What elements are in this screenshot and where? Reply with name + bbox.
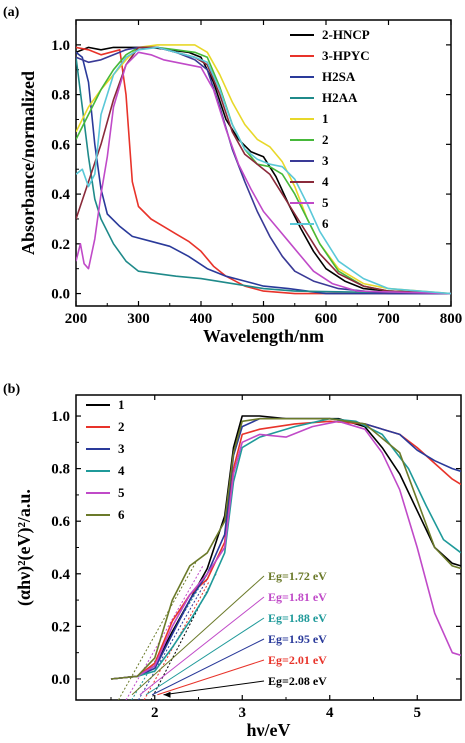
panel-label: (a) — [3, 5, 20, 20]
panel-a: 200 300 400 500 600 700 800 0.0 0.2 0.4 0.6 0.8 1.0 W… — [3, 5, 462, 346]
y-tick-label: 0.4 — [51, 567, 70, 583]
x-tick-label: 2 — [151, 705, 159, 721]
y-tick-label: 1.0 — [51, 409, 70, 425]
series-line-5 — [110, 420, 461, 680]
x-tick-label: 3 — [239, 705, 247, 721]
eg-annotation: Eg=2.08 eV — [268, 674, 327, 688]
legend-label: 3-HPYC — [322, 48, 370, 63]
legend-label: 1 — [118, 397, 125, 412]
y-tick-label: 0.2 — [51, 237, 70, 253]
legend-label: 4 — [118, 463, 125, 478]
x-tick-label: 200 — [65, 311, 88, 327]
panel-b: 2 3 4 5 0.0 0.2 0.4 0.6 0.8 1.0 hν/eV (αhν)²(eV)²/a… — [3, 382, 462, 740]
x-tick-label: 4 — [326, 705, 334, 721]
legend-label: 4 — [322, 174, 329, 189]
tangent-line — [143, 581, 210, 700]
legend: 2-HNCP 3-HPYC H2SA H2AA 1 2 3 4 5 6 — [290, 27, 370, 231]
eg-leader-line — [157, 659, 265, 696]
eg-leader-line — [131, 575, 265, 696]
eg-annotation: Eg=1.81 eV — [268, 590, 327, 604]
series-line-6 — [76, 46, 451, 295]
x-tick-label: 5 — [414, 705, 422, 721]
y-tick-label: 0.6 — [51, 137, 70, 153]
y-tick-label: 0.0 — [51, 672, 70, 688]
series-line-H2SA — [76, 51, 451, 295]
legend-label: 2 — [322, 132, 329, 147]
plot-frame — [75, 19, 452, 307]
y-tick-label: 0.2 — [51, 619, 70, 635]
series-line-3 — [110, 417, 461, 680]
series-line-2-HNCP — [76, 46, 451, 295]
series-line-2 — [110, 420, 461, 680]
y-tick-label: 0.4 — [51, 187, 70, 203]
x-axis-label: Wavelength/nm — [203, 326, 324, 346]
x-axis-label: hν/eV — [246, 720, 290, 740]
legend-label: 6 — [118, 507, 125, 522]
tangent-line — [125, 565, 204, 700]
legend-label: 1 — [322, 111, 329, 126]
legend-label: 2 — [118, 419, 125, 434]
eg-annotation: Eg=1.95 eV — [268, 632, 327, 646]
y-tick-label: 0.0 — [51, 287, 70, 303]
x-tick-label: 300 — [127, 311, 150, 327]
x-tick-label: 700 — [377, 311, 400, 327]
eg-annotation: Eg=1.72 eV — [268, 569, 327, 583]
eg-annotation: Eg=1.88 eV — [268, 611, 327, 625]
series-line-5 — [76, 51, 451, 295]
series-line-4 — [110, 417, 461, 680]
legend-label: 5 — [322, 195, 329, 210]
tangent-line — [131, 570, 210, 700]
x-tick-label: 400 — [190, 311, 213, 327]
x-tick-label: 600 — [315, 311, 338, 327]
series-line-6 — [110, 417, 461, 680]
y-tick-label: 1.0 — [51, 38, 70, 54]
legend-label: 3 — [118, 441, 125, 456]
series-line-1 — [110, 415, 461, 680]
panel-label: (b) — [3, 382, 20, 397]
y-tick-label: 0.8 — [51, 88, 70, 104]
legend-label: H2AA — [322, 90, 358, 105]
eg-leader-line — [145, 617, 265, 696]
eg-annotation: Eg=2.01 eV — [268, 653, 327, 667]
legend-label: H2SA — [322, 69, 356, 84]
legend-label: 2-HNCP — [322, 27, 370, 42]
legend: 1 2 3 4 5 6 — [86, 397, 125, 522]
eg-leader-line — [163, 680, 265, 696]
x-tick-label: 500 — [252, 311, 275, 327]
eg-leader-line — [139, 596, 265, 696]
series-line-3-HPYC — [76, 46, 451, 295]
tangent-line — [117, 560, 198, 700]
y-tick-label: 0.8 — [51, 462, 70, 478]
x-tick-label: 800 — [440, 311, 463, 327]
tangent-line — [137, 578, 208, 700]
eg-arrowhead — [163, 691, 171, 698]
legend-label: 3 — [322, 153, 329, 168]
y-axis-label: Absorbance/normalized — [18, 71, 38, 255]
legend-label: 6 — [322, 216, 329, 231]
legend-label: 5 — [118, 485, 125, 500]
eg-leader-line — [151, 638, 265, 696]
y-tick-label: 0.6 — [51, 514, 70, 530]
series-line-H2AA — [76, 57, 451, 295]
y-axis-label: (αhν)²(eV)²/a.u. — [14, 489, 35, 606]
